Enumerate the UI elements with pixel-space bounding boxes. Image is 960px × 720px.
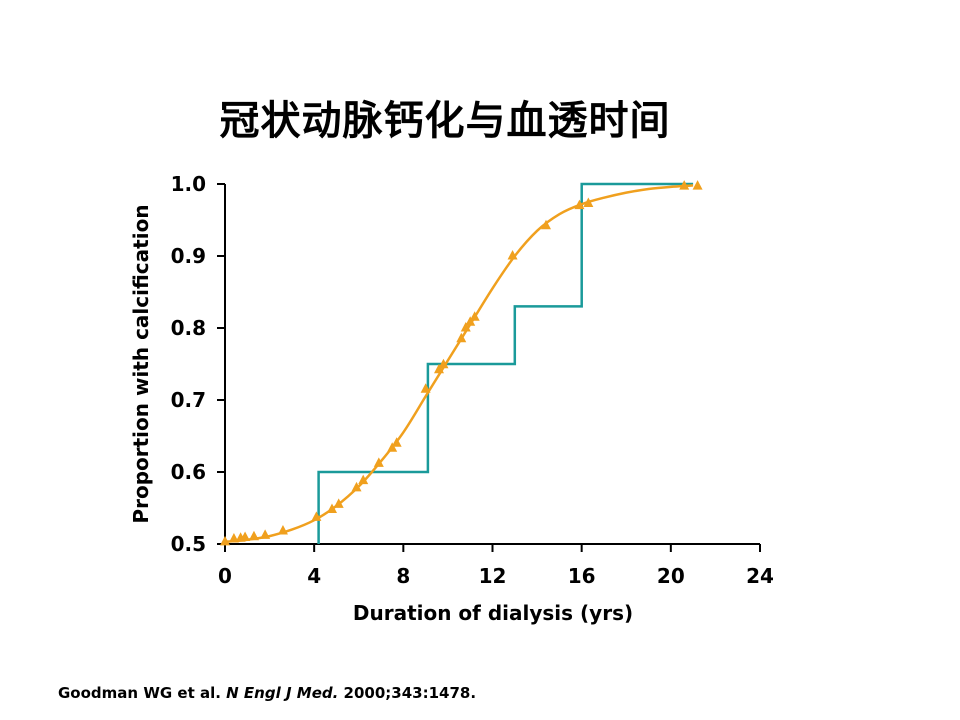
triangle-marker [333,498,344,508]
citation-ref: 2000;343:1478. [343,684,477,702]
triangle-marker [460,322,471,332]
curve-markers [220,180,703,546]
x-axis-label: Duration of dialysis (yrs) [353,601,633,625]
y-tick-label: 0.7 [171,388,206,412]
triangle-marker [465,316,476,326]
triangle-marker [469,311,480,321]
y-tick-label: 0.5 [171,532,206,556]
tick-labels: 0 4 8 12 16 20 24 0.5 0.6 0.7 0.8 0.9 1.0 [171,172,774,588]
citation-journal: N Engl J Med. [226,684,339,702]
chart-axes [217,183,761,552]
triangle-marker [327,503,337,513]
triangle-marker [351,481,362,492]
triangle-marker [434,363,444,374]
triangle-marker [260,529,271,539]
triangle-marker [220,535,230,546]
triangle-marker [228,532,239,543]
triangle-marker [420,383,431,393]
x-tick-label: 24 [746,564,774,588]
triangle-marker [358,474,369,485]
citation: Goodman WG et al. N Engl J Med. 2000;343… [58,684,476,702]
triangle-marker [507,250,518,260]
triangle-marker [438,358,449,369]
curve-series [224,184,694,544]
triangle-marker [456,332,467,343]
triangle-marker [541,219,551,230]
y-axis-label: Proportion with calcification [129,204,153,523]
triangle-marker [277,525,288,535]
y-tick-label: 0.6 [171,460,206,484]
x-tick-label: 16 [568,564,596,588]
x-tick-label: 20 [657,564,685,588]
triangle-marker [692,180,703,190]
triangle-marker [583,197,594,207]
triangle-marker [391,437,402,447]
y-tick-label: 1.0 [171,172,206,196]
triangle-marker [240,531,251,542]
y-tick-label: 0.9 [171,244,206,268]
fitted-curve [224,184,694,544]
citation-authors: Goodman WG et al. [58,684,221,702]
triangle-marker [387,442,398,452]
triangle-marker [373,457,384,467]
step-series [317,182,694,544]
x-tick-label: 4 [307,564,321,588]
triangle-marker [311,511,322,521]
step-line [317,182,694,544]
slide-title: 冠状动脉钙化与血透时间 [219,98,671,144]
x-tick-label: 12 [479,564,507,588]
triangle-marker [679,180,690,190]
triangle-marker [574,199,585,210]
triangle-marker [248,530,259,541]
y-tick-label: 0.8 [171,316,206,340]
x-tick-label: 0 [218,564,232,588]
x-tick-label: 8 [396,564,410,588]
